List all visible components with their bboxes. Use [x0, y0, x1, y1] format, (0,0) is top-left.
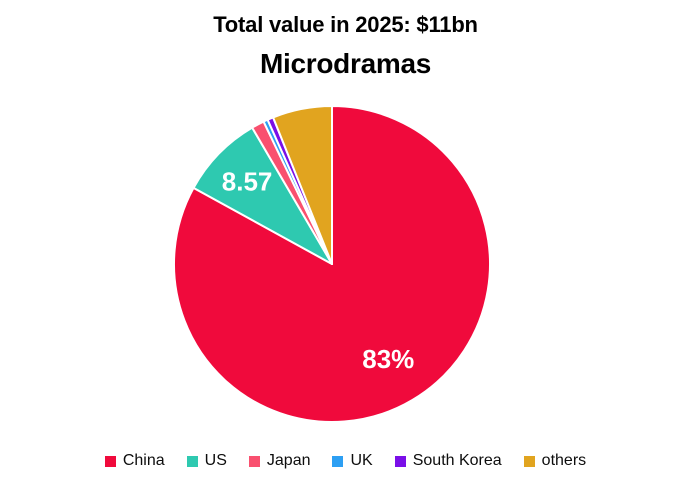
legend-swatch-icon — [394, 455, 406, 467]
legend-label: South Korea — [412, 452, 502, 469]
legend-label: China — [122, 452, 165, 469]
legend-swatch-icon — [332, 455, 344, 467]
data-label-china: 83% — [362, 344, 414, 374]
legend-swatch-icon — [523, 455, 535, 467]
pie-slice-others — [272, 105, 333, 265]
legend: China US Japan UK South Korea others — [0, 452, 691, 470]
legend-label: others — [541, 452, 587, 469]
chart-title: Total value in 2025: $11bn — [213, 12, 478, 37]
pie-chart: 83% 8.57 — [170, 102, 494, 426]
legend-item-others: others — [523, 452, 587, 470]
chart-subtitle: Microdramas — [260, 48, 431, 79]
legend-item-japan: Japan — [248, 452, 311, 470]
legend-swatch-icon — [104, 455, 116, 467]
legend-swatch-icon — [248, 455, 260, 467]
legend-swatch-icon — [186, 455, 198, 467]
legend-item-south-korea: South Korea — [394, 452, 502, 470]
legend-label: US — [204, 452, 227, 469]
legend-item-us: US — [186, 452, 227, 470]
data-label-us: 8.57 — [222, 166, 273, 196]
legend-item-china: China — [104, 452, 165, 470]
pie-svg: 83% 8.57 — [173, 105, 491, 423]
legend-item-uk: UK — [332, 452, 373, 470]
legend-label: UK — [350, 452, 373, 469]
pie-slice-us — [192, 126, 333, 265]
legend-label: Japan — [266, 452, 311, 469]
